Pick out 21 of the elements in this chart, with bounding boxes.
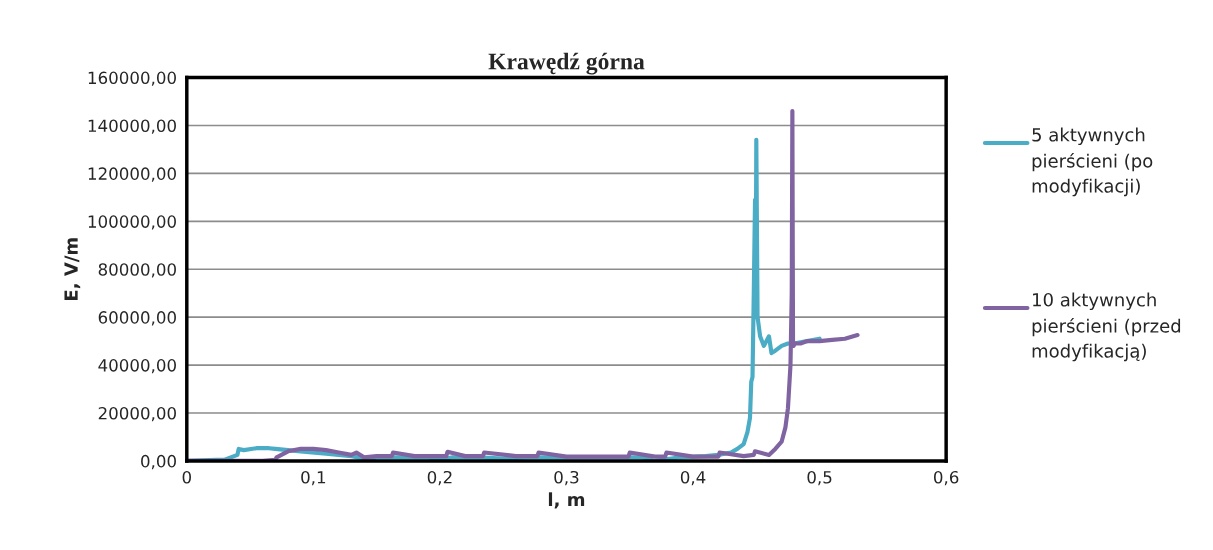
y-tick-label: 0,00 <box>141 454 176 470</box>
x-tick-label: 0,2 <box>427 470 452 486</box>
x-tick-label: 0,1 <box>301 470 326 486</box>
y-tick-label: 120000,00 <box>88 167 176 182</box>
y-tick-label: 140000,00 <box>88 119 176 134</box>
x-tick-label: 0 <box>182 470 191 484</box>
legend-label: 10 aktywnych pierścieni (przed modyfikacją) <box>1032 292 1181 362</box>
y-tick-label: 160000,00 <box>88 71 176 86</box>
x-axis-title: l, m <box>548 492 585 509</box>
y-tick-label: 80000,00 <box>98 263 176 278</box>
x-tick-label: 0,3 <box>554 470 579 486</box>
y-axis-title: E, V/m <box>64 238 81 300</box>
chart-title: Krawędź górna <box>488 52 645 75</box>
y-tick-label: 60000,00 <box>98 311 176 326</box>
y-tick-label: 100000,00 <box>88 215 176 230</box>
x-tick-label: 0,6 <box>933 470 959 486</box>
x-tick-label: 0,5 <box>807 470 832 486</box>
y-tick-label: 40000,00 <box>98 359 176 374</box>
legend-label: 5 aktywnych pierścieni (po modyfikacji) <box>1032 127 1153 197</box>
y-tick-label: 20000,00 <box>98 406 176 422</box>
x-tick-label: 0,4 <box>680 470 706 486</box>
